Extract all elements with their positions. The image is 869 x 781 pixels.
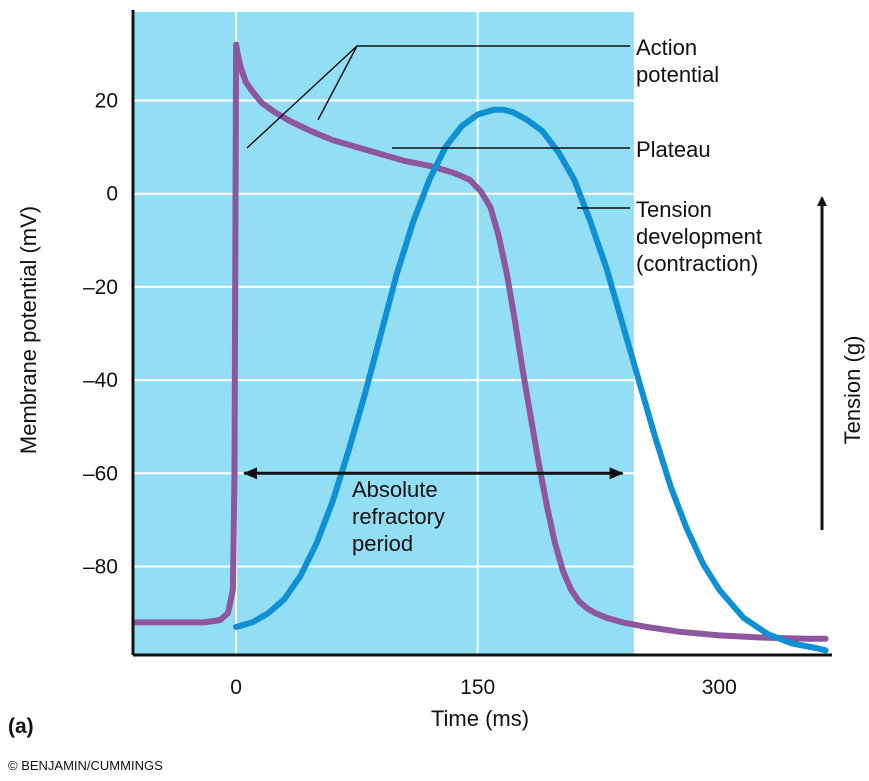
x-tick-label: 150 (460, 676, 495, 699)
action-potential-line (133, 41, 829, 642)
x-tick-label: 300 (702, 676, 737, 699)
credit-text: © BENJAMIN/CUMMINGS (8, 758, 163, 773)
x-tick-label: 0 (230, 676, 242, 699)
action-potential-annotation: Action potential (636, 35, 719, 87)
y-tick-label: –40 (83, 369, 118, 392)
x-axis-label: Time (ms) (431, 706, 529, 731)
y-axis-label: Membrane potential (mV) (16, 206, 41, 454)
y-tick-label: 20 (95, 90, 118, 113)
tension-axis-label: Tension (g) (840, 336, 865, 445)
y-tick-label: –80 (83, 555, 118, 578)
y-tick-label: –60 (83, 462, 118, 485)
action-potential-leader (317, 45, 358, 121)
tension-line (233, 106, 829, 654)
y-tick-label: 0 (106, 183, 118, 206)
tension-development-annotation: Tension development (contraction) (636, 197, 762, 276)
refractory-period-annotation: Absolute refractory period (352, 477, 445, 556)
y-tick-label: –20 (83, 276, 118, 299)
plateau-annotation: Plateau (636, 137, 711, 162)
panel-label: (a) (8, 715, 34, 738)
